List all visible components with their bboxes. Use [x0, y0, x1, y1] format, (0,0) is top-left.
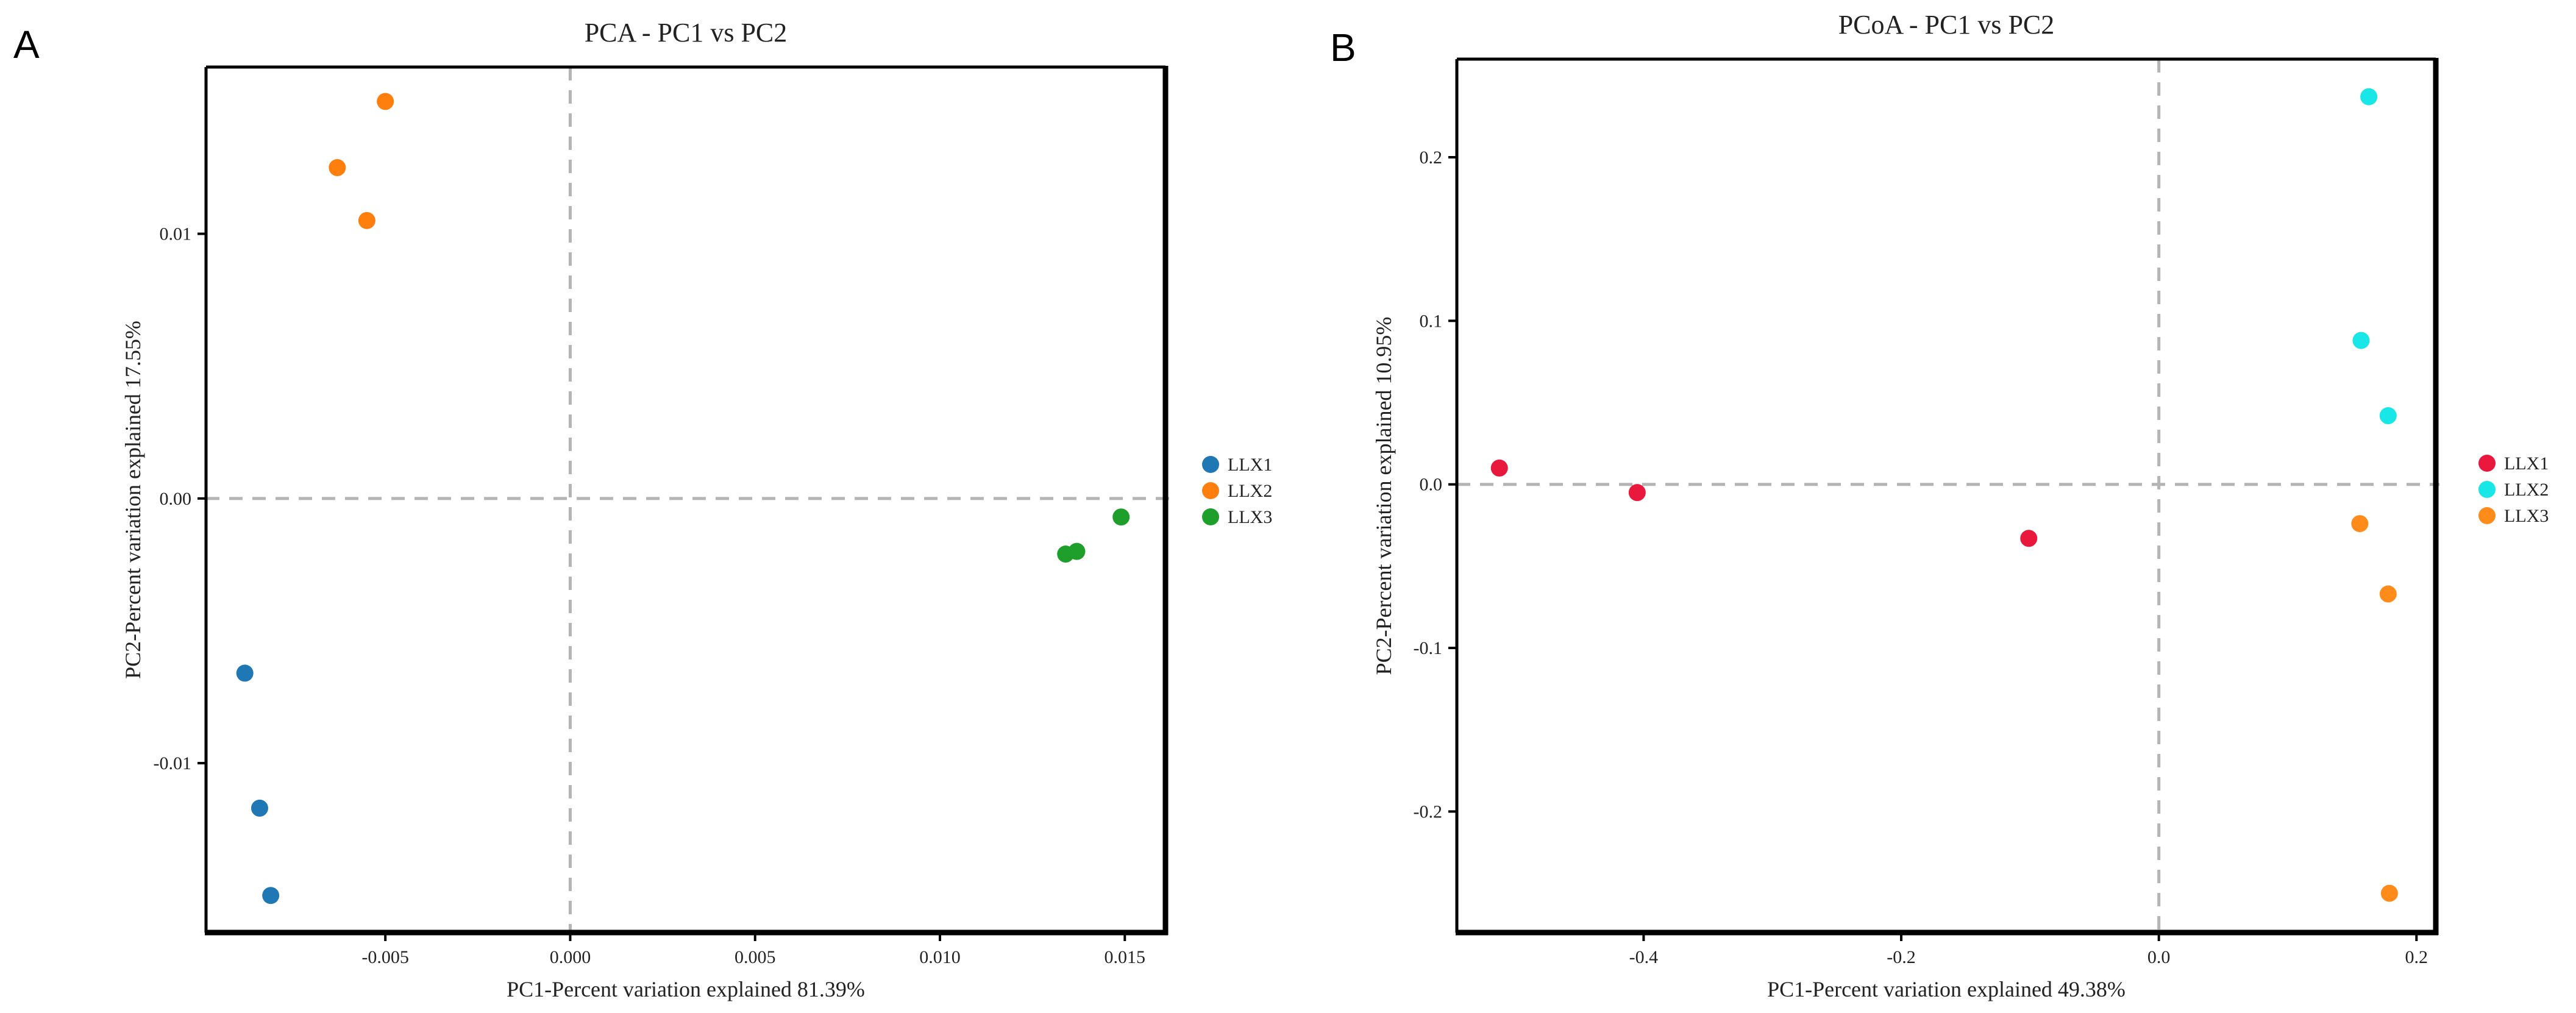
x-tick-label: -0.4: [1629, 947, 1659, 967]
y-tick-label: -0.01: [154, 753, 192, 773]
x-tick-label: 0.000: [550, 947, 591, 967]
data-point-llx1: [1628, 484, 1646, 502]
x-axis-label: PC1-Percent variation explained 81.39%: [507, 977, 865, 1001]
data-point-llx2: [377, 93, 394, 110]
data-point-llx3: [1068, 542, 1086, 560]
legend-marker-llx3: [2478, 507, 2496, 524]
pcoa-chart: -0.4 -0.2 0.0 0.2 -0.2 -0.1 0.0 0.1 0.2 PCoA - PC…: [1372, 10, 2549, 1001]
x-tick-label: -0.2: [1887, 947, 1916, 967]
x-tick-label: -0.005: [361, 947, 409, 967]
y-tick-label: 0.0: [1420, 475, 1443, 495]
legend-marker-llx1: [2478, 455, 2496, 472]
pca-chart: -0.005 0.000 0.005 0.010 0.015 -0.01 0.00 0.01 P…: [121, 18, 1272, 1001]
legend-label-llx2: LLX2: [2504, 480, 2549, 500]
y-tick-label: -0.1: [1414, 638, 1443, 658]
chart-title: PCoA - PC1 vs PC2: [1838, 10, 2055, 40]
data-point-llx1: [236, 664, 254, 682]
legend-marker-llx2: [2478, 481, 2496, 498]
data-point-llx3: [2379, 585, 2397, 603]
legend-marker-llx2: [1202, 482, 1219, 499]
data-point-llx3: [2351, 515, 2369, 533]
y-tick-label: 0.2: [1420, 148, 1443, 168]
y-tick-label: 0.00: [160, 489, 192, 509]
data-point-llx1: [1490, 459, 1508, 477]
data-point-llx2: [358, 211, 375, 229]
legend-label-llx1: LLX1: [2504, 453, 2549, 474]
data-point-llx2: [329, 159, 346, 177]
data-point-llx2: [2360, 88, 2378, 105]
data-point-llx1: [262, 887, 280, 905]
y-tick-label: 0.1: [1420, 311, 1443, 331]
x-tick-label: 0.015: [1105, 947, 1146, 967]
data-point-llx1: [251, 799, 268, 817]
x-axis-label: PC1-Percent variation explained 49.38%: [1767, 977, 2126, 1001]
legend-label-llx3: LLX3: [2504, 506, 2549, 526]
data-point-llx2: [2352, 332, 2370, 349]
legend-marker-llx1: [1202, 456, 1219, 473]
x-tick-label: 0.2: [2405, 947, 2428, 967]
panel-b-label: B: [1330, 26, 1356, 69]
legend-label-llx2: LLX2: [1228, 481, 1272, 501]
x-tick-label: 0.005: [735, 947, 776, 967]
x-tick-label: 0.0: [2147, 947, 2171, 967]
y-tick-label: 0.01: [160, 224, 192, 244]
panel-a-label: A: [13, 23, 40, 66]
chart-title: PCA - PC1 vs PC2: [585, 18, 788, 48]
data-point-llx1: [2020, 530, 2038, 547]
y-axis-label: PC2-Percent variation explained 17.55%: [121, 321, 145, 679]
y-axis-label: PC2-Percent variation explained 10.95%: [1372, 317, 1396, 675]
y-tick-label: -0.2: [1414, 802, 1443, 822]
legend-label-llx3: LLX3: [1228, 507, 1272, 527]
data-point-llx2: [2379, 407, 2397, 425]
legend-label-llx1: LLX1: [1228, 455, 1272, 475]
legend-marker-llx3: [1202, 508, 1219, 525]
data-point-llx3: [2380, 884, 2398, 902]
x-tick-label: 0.010: [919, 947, 961, 967]
data-point-llx3: [1112, 508, 1130, 526]
